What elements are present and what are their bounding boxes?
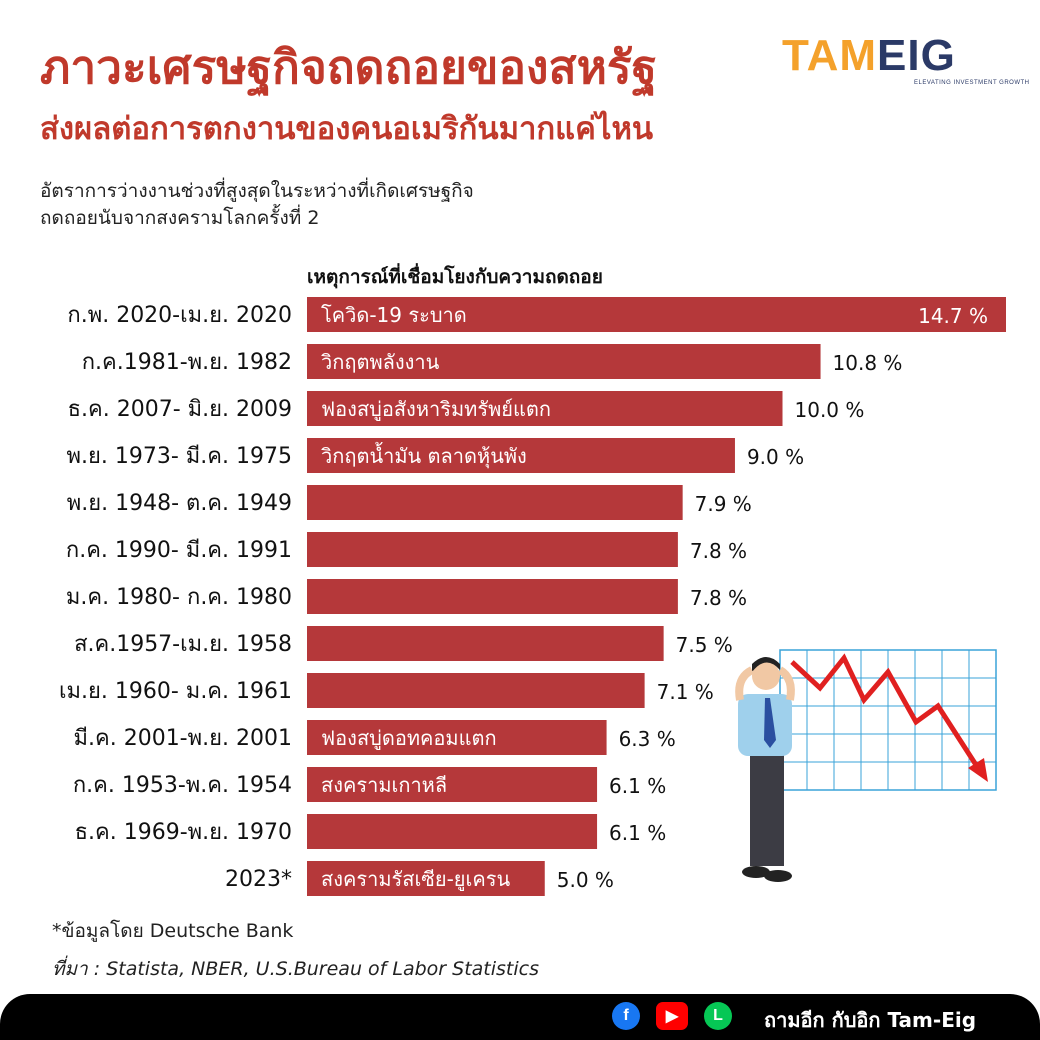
value-label: 6.1 % <box>609 821 666 845</box>
bar <box>307 814 598 849</box>
event-label: โควิด-19 ระบาด <box>321 303 467 327</box>
value-label: 7.8 % <box>690 539 747 563</box>
trend-arrow-head <box>968 758 988 782</box>
category-label: ก.ค. 1953-พ.ค. 1954 <box>73 773 292 798</box>
page-title: ภาวะเศรษฐกิจถดถอยของสหรัฐ <box>40 40 658 94</box>
category-label: ก.ค.1981-พ.ย. 1982 <box>82 350 292 375</box>
bar <box>307 297 1006 332</box>
recession-illustration <box>735 649 997 882</box>
value-label: 10.8 % <box>833 351 903 375</box>
bar <box>307 532 678 567</box>
bar <box>307 861 545 896</box>
logo-text-eig: EIG <box>877 31 956 80</box>
event-label: วิกฤตน้ำมัน ตลาดหุ้นพัง <box>321 442 527 469</box>
event-label: สงครามรัสเซีย-ยูเครน <box>321 867 510 892</box>
logo-wordmark: TAMEIG <box>782 34 956 78</box>
brand-logo: TAMEIG ELEVATING INVESTMENT GROWTH <box>782 34 1029 94</box>
category-label: 2023* <box>225 867 292 892</box>
value-label: 7.8 % <box>690 586 747 610</box>
value-label: 5.0 % <box>557 868 614 892</box>
source-note: ที่มา : Statista, NBER, U.S.Bureau of La… <box>52 958 540 980</box>
category-label: พ.ย. 1973- มี.ค. 1975 <box>67 444 292 469</box>
bar <box>307 391 783 426</box>
column-header: เหตุการณ์ที่เชื่อมโยงกับความถดถอย <box>307 266 603 288</box>
description-line-2: ถดถอยนับจากสงครามโลกครั้งที่ 2 <box>40 206 320 229</box>
bar <box>307 579 678 614</box>
value-label: 14.7 % <box>918 304 988 328</box>
description-line-1: อัตราการว่างงานช่วงที่สูงสุดในระหว่างที่… <box>40 180 474 202</box>
event-label: ฟองสบู่ดอทคอมแตก <box>321 726 497 751</box>
category-label: ก.ค. 1990- มี.ค. 1991 <box>66 538 292 563</box>
bar <box>307 438 735 473</box>
declining-trend-line <box>790 653 981 770</box>
social-icons: f ▶ L <box>612 1002 732 1030</box>
category-label: ม.ค. 1980- ก.ค. 1980 <box>66 585 292 610</box>
value-label: 7.1 % <box>657 680 714 704</box>
value-label: 7.5 % <box>676 633 733 657</box>
bar <box>307 626 664 661</box>
category-label: ธ.ค. 2007- มิ.ย. 2009 <box>68 397 292 422</box>
page-subtitle-headline: ส่งผลต่อการตกงานของคนอเมริกันมากแค่ไหน <box>40 111 654 147</box>
stressed-businessman <box>735 657 795 882</box>
value-label: 6.1 % <box>609 774 666 798</box>
youtube-icon[interactable]: ▶ <box>656 1002 688 1030</box>
event-label: สงครามเกาหลี <box>321 773 447 797</box>
category-label: ก.พ. 2020-เม.ย. 2020 <box>67 303 292 328</box>
bar <box>307 485 683 520</box>
bar <box>307 344 821 379</box>
chart-description: อัตราการว่างงานช่วงที่สูงสุดในระหว่างที่… <box>40 178 660 231</box>
event-label: ฟองสบู่อสังหาริมทรัพย์แตก <box>321 397 551 422</box>
bar <box>307 720 607 755</box>
footnote: *ข้อมูลโดย Deutsche Bank <box>52 920 294 942</box>
category-label: ธ.ค. 1969-พ.ย. 1970 <box>75 820 292 845</box>
line-icon[interactable]: L <box>704 1002 732 1030</box>
category-label: มี.ค. 2001-พ.ย. 2001 <box>74 726 293 751</box>
footer-brand-text: ถามอีก กับอิก Tam-Eig <box>764 1008 977 1032</box>
bar-chart: ก.พ. 2020-เม.ย. 2020 โควิด-19 ระบาด 14.7 %… <box>59 297 1006 896</box>
value-label: 10.0 % <box>795 398 865 422</box>
bar <box>307 767 598 802</box>
category-label: เม.ย. 1960- ม.ค. 1961 <box>59 679 292 704</box>
bar <box>307 673 645 708</box>
footer-bar: f ▶ L ถามอีก กับอิก Tam-Eig <box>0 994 1040 1040</box>
category-label: พ.ย. 1948- ต.ค. 1949 <box>67 491 292 516</box>
value-label: 6.3 % <box>619 727 676 751</box>
category-label: ส.ค.1957-เม.ย. 1958 <box>74 632 292 657</box>
logo-tagline: ELEVATING INVESTMENT GROWTH <box>914 80 1030 86</box>
event-label: วิกฤตพลังงาน <box>321 350 440 374</box>
value-label: 7.9 % <box>695 492 752 516</box>
logo-text-tam: TAM <box>782 31 878 80</box>
facebook-icon[interactable]: f <box>612 1002 640 1030</box>
value-label: 9.0 % <box>747 445 804 469</box>
